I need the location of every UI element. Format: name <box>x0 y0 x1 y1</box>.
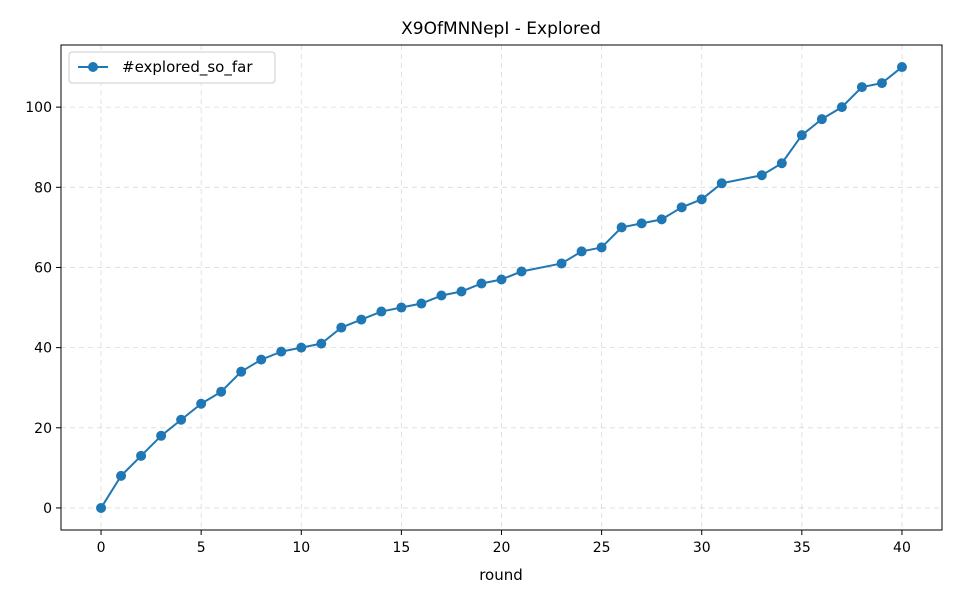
data-point <box>756 170 767 181</box>
grid <box>61 45 942 530</box>
data-point <box>796 130 807 141</box>
series-layer <box>96 62 907 513</box>
data-point <box>156 430 167 441</box>
x-tick-label: 0 <box>97 540 106 556</box>
data-point <box>696 194 707 205</box>
data-point <box>776 158 787 169</box>
data-point <box>176 414 187 425</box>
data-point <box>436 290 447 301</box>
x-tick-label: 20 <box>493 540 511 556</box>
x-tick-label: 10 <box>292 540 310 556</box>
x-tick-label: 35 <box>793 540 811 556</box>
data-point <box>596 242 607 253</box>
data-point <box>136 450 147 461</box>
chart-title: X9OfMNNepI - Explored <box>401 19 601 39</box>
y-tick-label: 60 <box>34 260 52 276</box>
data-point <box>236 366 247 377</box>
x-tick-label: 15 <box>392 540 410 556</box>
data-point <box>196 398 207 409</box>
data-point <box>516 266 527 277</box>
axes-ticks: 0 5 10 15 20 25 30 35 40 0 20 40 60 80 100 <box>25 100 911 556</box>
data-point <box>256 354 267 365</box>
data-point <box>496 274 507 285</box>
data-point <box>336 322 347 333</box>
data-point <box>396 302 407 313</box>
x-tick-label: 25 <box>593 540 611 556</box>
data-point <box>356 314 367 325</box>
data-point <box>296 342 307 353</box>
data-point <box>216 386 227 397</box>
data-point <box>876 78 887 89</box>
x-tick-label: 30 <box>693 540 711 556</box>
data-point <box>116 470 127 481</box>
x-tick-label: 5 <box>197 540 206 556</box>
data-point <box>636 218 647 229</box>
data-point <box>816 114 827 125</box>
data-point <box>556 258 567 269</box>
data-point <box>856 82 867 93</box>
y-tick-label: 100 <box>25 100 52 116</box>
legend-box <box>68 51 276 84</box>
data-point <box>96 502 107 513</box>
x-tick-label: 40 <box>893 540 911 556</box>
legend-label: #explored_so_far <box>122 58 253 77</box>
x-axis-label: round <box>479 566 523 584</box>
y-tick-label: 40 <box>34 341 52 357</box>
data-point <box>836 102 847 113</box>
y-tick-label: 0 <box>43 501 52 517</box>
y-tick-label: 80 <box>34 180 52 196</box>
data-point <box>476 278 487 289</box>
data-point <box>276 346 287 357</box>
data-point <box>376 306 387 317</box>
data-point <box>576 246 587 257</box>
data-point <box>316 338 327 349</box>
y-tick-label: 20 <box>34 421 52 437</box>
data-point <box>416 298 427 309</box>
data-point <box>656 214 667 225</box>
data-point <box>896 62 907 73</box>
data-point <box>716 178 727 189</box>
data-point <box>456 286 467 297</box>
legend-marker-swatch <box>88 62 98 72</box>
data-point <box>676 202 687 213</box>
data-point <box>616 222 627 233</box>
legend: #explored_so_far <box>68 51 276 84</box>
